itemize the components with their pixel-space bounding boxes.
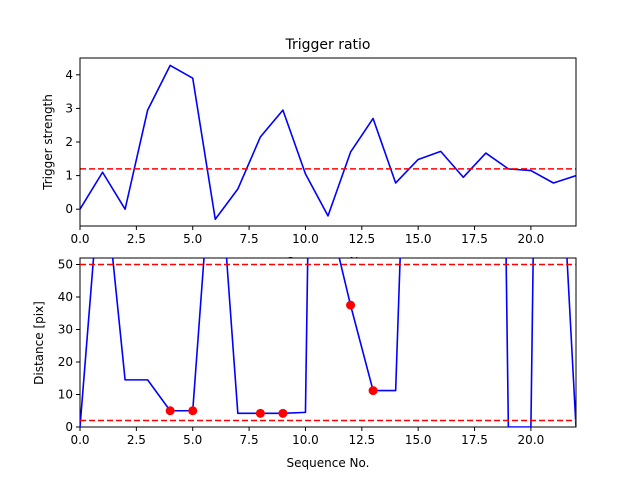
- y-tick-label: 40: [58, 290, 73, 304]
- x-tick-label: 7.5: [240, 433, 259, 447]
- y-tick-label: 1: [65, 169, 73, 183]
- data-point: [165, 406, 175, 416]
- x-tick-label: 12.5: [348, 433, 375, 447]
- ticks: 0.0 2.5 5.0 7.5 10.0 12.5 15.0 17.5 20.0 0 1 2 3 4: [65, 68, 544, 246]
- trigger-ratio-panel: Trigger ratio Trigger strength Sequence …: [41, 37, 577, 269]
- data-point: [255, 408, 265, 418]
- y-axis-label: Distance [pix]: [32, 301, 46, 385]
- plot-area: [80, 64, 576, 221]
- data-point: [188, 406, 198, 416]
- x-tick-label: 0.0: [70, 433, 89, 447]
- x-tick-label: 15.0: [405, 232, 432, 246]
- y-tick-label: 20: [58, 355, 73, 369]
- x-tick-label: 12.5: [348, 232, 375, 246]
- y-tick-label: 30: [58, 323, 73, 337]
- axes-frame: [79, 57, 577, 227]
- data-point: [368, 386, 378, 396]
- axes-frame: [79, 257, 577, 428]
- x-tick-label: 0.0: [70, 232, 89, 246]
- x-tick-label: 17.5: [461, 232, 488, 246]
- x-tick-label: 2.5: [127, 433, 146, 447]
- data-point: [278, 408, 288, 418]
- x-tick-label: 20.0: [518, 232, 545, 246]
- x-axis-label: Sequence No.: [287, 456, 370, 470]
- series-line: [80, 258, 576, 427]
- chart-title: Trigger ratio: [284, 37, 370, 53]
- y-tick-label: 4: [65, 68, 73, 82]
- y-tick-label: 0: [65, 420, 73, 434]
- y-tick-label: 2: [65, 135, 73, 149]
- plot-area-overlay: [80, 258, 576, 427]
- y-tick-label: 10: [58, 388, 73, 402]
- y-axis-label: Trigger strength: [41, 94, 55, 191]
- x-tick-label: 15.0: [405, 433, 432, 447]
- ticks: 0.0 2.5 5.0 7.5 10.0 12.5 15.0 17.5 20.0 0 10 20 30 4…: [58, 258, 545, 448]
- x-tick-label: 5.0: [183, 433, 202, 447]
- series-line: [80, 64, 576, 221]
- x-tick-label: 7.5: [240, 232, 259, 246]
- x-tick-label: 10.0: [292, 232, 319, 246]
- x-tick-label: 2.5: [127, 232, 146, 246]
- x-tick-label: 10.0: [292, 433, 319, 447]
- x-tick-label: 17.5: [461, 433, 488, 447]
- x-tick-label: 5.0: [183, 232, 202, 246]
- y-tick-label: 3: [65, 101, 73, 115]
- x-tick-label: 20.0: [518, 433, 545, 447]
- data-point: [346, 300, 356, 310]
- y-tick-label: 50: [58, 258, 73, 272]
- y-tick-label: 0: [65, 202, 73, 216]
- distance-panel: Distance [pix] 0.0 2.5 5.0 7.5 10.0 12.5 15.0 1…: [32, 257, 577, 470]
